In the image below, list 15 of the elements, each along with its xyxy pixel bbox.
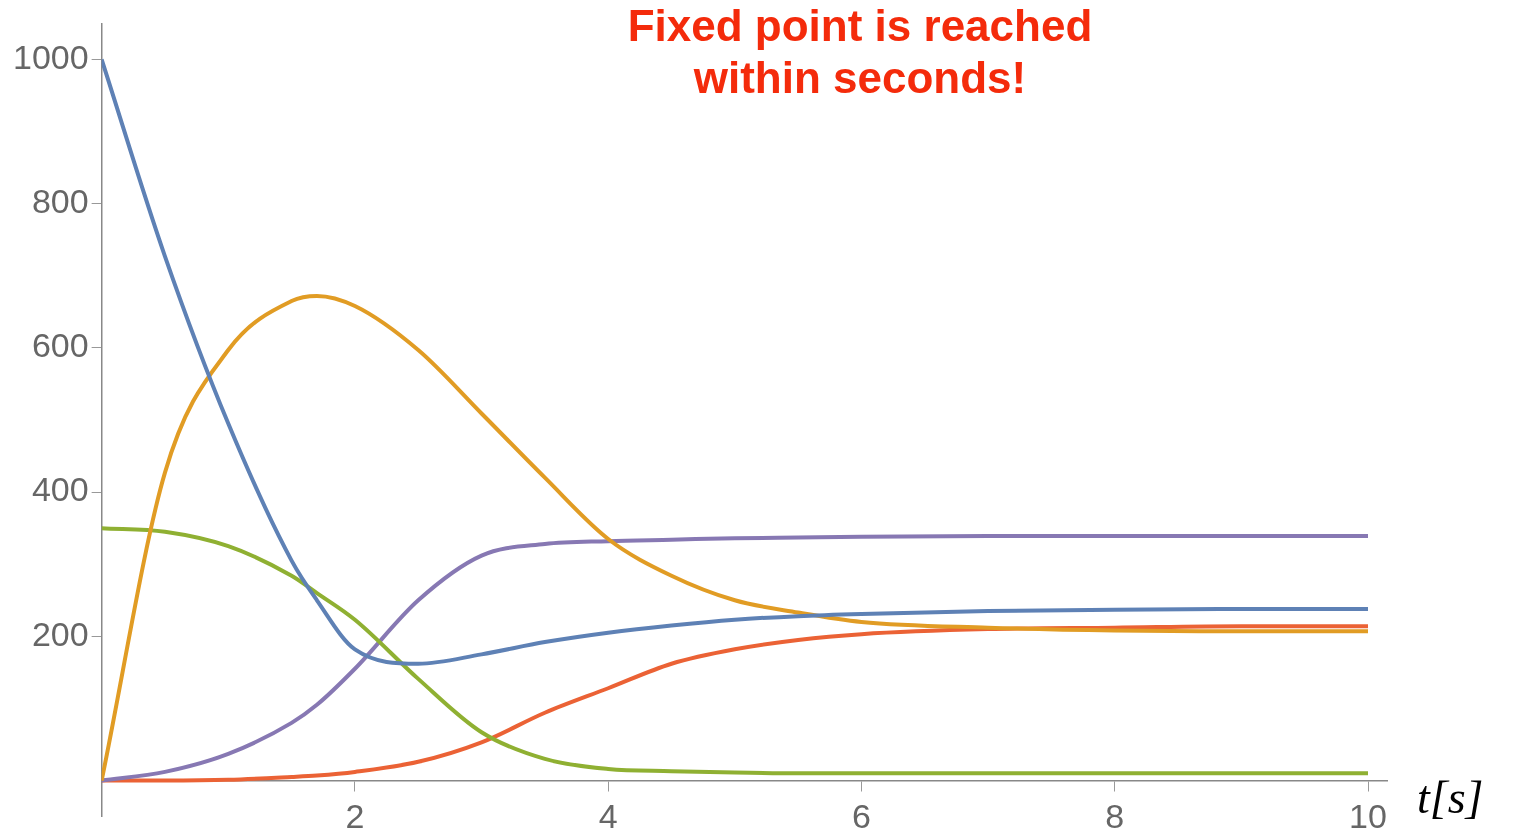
x-axis-title: t[s] [1417, 771, 1484, 823]
x-tick-label: 4 [598, 797, 618, 836]
line-series [101, 293, 1370, 783]
y-tick-label: 600 [31, 326, 89, 365]
x-tick-label: 8 [1105, 797, 1125, 836]
y-tick-label: 200 [31, 614, 89, 653]
y-tick-label: 400 [31, 470, 89, 509]
x-tick-label: 6 [852, 797, 871, 836]
y-tick-label: 1000 [13, 37, 89, 76]
chart-title: Fixed point is reached within seconds! [626, 0, 1094, 104]
x-tick-label: 10 [1349, 797, 1387, 836]
x-tick-label: 2 [345, 797, 365, 836]
line-series [101, 57, 1370, 666]
line-series [101, 624, 1370, 783]
y-tick-label: 800 [31, 182, 89, 221]
